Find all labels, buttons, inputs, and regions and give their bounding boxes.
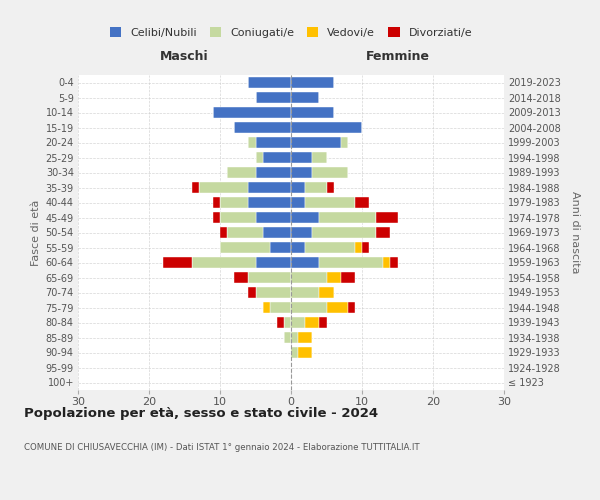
Bar [199,182,248,194]
Bar [248,76,291,88]
Bar [305,182,326,194]
Bar [313,166,348,178]
Bar [298,346,313,358]
Bar [305,316,319,328]
Bar [376,212,398,224]
Text: Popolazione per età, sesso e stato civile - 2024: Popolazione per età, sesso e stato civil… [24,408,378,420]
Text: Maschi: Maschi [160,50,209,62]
Text: COMUNE DI CHIUSAVECCHIA (IM) - Dati ISTAT 1° gennaio 2024 - Elaborazione TUTTITA: COMUNE DI CHIUSAVECCHIA (IM) - Dati ISTA… [24,442,419,452]
Bar [270,242,291,254]
Bar [248,286,256,298]
Bar [270,302,291,314]
Bar [355,196,369,208]
Bar [291,92,319,104]
Bar [298,332,313,344]
Bar [220,212,256,224]
Bar [313,152,326,164]
Bar [191,256,256,268]
Bar [326,272,341,283]
Bar [305,242,355,254]
Bar [227,166,256,178]
Y-axis label: Fasce di età: Fasce di età [31,200,41,266]
Bar [291,152,313,164]
Bar [220,242,270,254]
Bar [248,272,291,283]
Bar [291,242,305,254]
Bar [291,76,334,88]
Bar [319,286,334,298]
Bar [291,106,334,118]
Bar [291,256,319,268]
Bar [362,242,369,254]
Bar [313,226,376,238]
Bar [227,226,263,238]
Bar [213,106,291,118]
Bar [291,196,305,208]
Bar [383,256,391,268]
Bar [256,166,291,178]
Bar [284,332,291,344]
Bar [234,272,248,283]
Bar [256,152,263,164]
Bar [256,286,291,298]
Text: Femmine: Femmine [365,50,430,62]
Bar [291,286,319,298]
Bar [319,256,383,268]
Bar [220,226,227,238]
Bar [291,332,298,344]
Bar [248,136,256,148]
Bar [291,272,326,283]
Bar [291,316,305,328]
Bar [220,196,248,208]
Bar [376,226,391,238]
Bar [291,166,313,178]
Bar [341,272,355,283]
Bar [284,316,291,328]
Bar [341,136,348,148]
Bar [163,256,191,268]
Bar [319,316,326,328]
Bar [391,256,398,268]
Bar [213,212,220,224]
Bar [291,122,362,134]
Bar [319,212,376,224]
Bar [256,212,291,224]
Bar [263,152,291,164]
Bar [326,182,334,194]
Bar [326,302,348,314]
Bar [263,302,270,314]
Bar [248,182,291,194]
Bar [355,242,362,254]
Bar [256,92,291,104]
Bar [191,182,199,194]
Bar [213,196,220,208]
Bar [263,226,291,238]
Bar [291,346,298,358]
Bar [305,196,355,208]
Bar [291,182,305,194]
Bar [248,196,291,208]
Bar [256,256,291,268]
Bar [256,136,291,148]
Bar [291,212,319,224]
Bar [291,302,326,314]
Legend: Celibi/Nubili, Coniugati/e, Vedovi/e, Divorziati/e: Celibi/Nubili, Coniugati/e, Vedovi/e, Di… [107,24,475,42]
Bar [348,302,355,314]
Bar [277,316,284,328]
Bar [291,136,341,148]
Y-axis label: Anni di nascita: Anni di nascita [571,191,580,274]
Bar [234,122,291,134]
Bar [291,226,313,238]
